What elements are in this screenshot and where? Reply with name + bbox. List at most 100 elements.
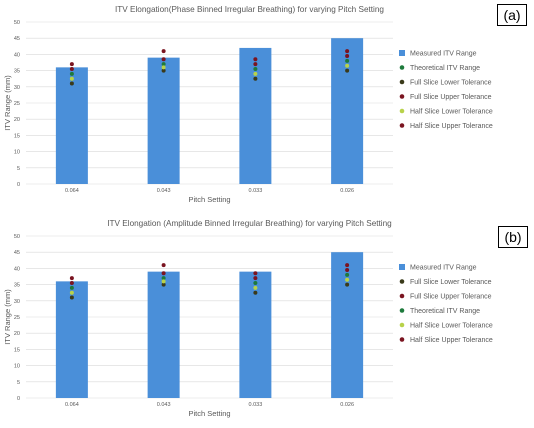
point-half_lower: [161, 65, 166, 70]
point-theoretical: [69, 285, 74, 290]
point-full_lower: [161, 282, 166, 287]
legend-item: Theoretical ITV Range: [399, 308, 480, 315]
panel-label-a: (a): [497, 4, 527, 26]
point-half_lower: [69, 76, 74, 81]
y-tick-label: 50: [14, 20, 20, 26]
point-full_lower: [161, 68, 166, 73]
point-theoretical: [161, 62, 166, 67]
x-tick-label: 0.026: [340, 188, 354, 194]
x-axis-label: Pitch Setting: [188, 409, 230, 418]
point-full_lower: [345, 282, 350, 287]
point-full_lower: [345, 68, 350, 73]
y-tick-label: 15: [14, 133, 20, 139]
legend-label: Half Slice Upper Tolerance: [410, 123, 493, 130]
legend-item: Full Slice Lower Tolerance: [399, 80, 492, 87]
legend-swatch: [399, 50, 405, 56]
x-tick-label: 0.033: [248, 402, 262, 408]
chart-title: ITV Elongation(Phase Binned Irregular Br…: [115, 5, 384, 14]
legend-label: Half Slice Lower Tolerance: [410, 323, 493, 330]
point-half_upper: [253, 276, 258, 281]
legend-item: Measured ITV Range: [399, 50, 477, 58]
legend-label: Half Slice Upper Tolerance: [410, 337, 493, 344]
bar-0.064: [55, 281, 88, 398]
point-full_upper: [253, 57, 258, 62]
y-axis-label: ITV Range (mm): [3, 289, 12, 345]
chart-title: ITV Elongation (Amplitude Binned Irregul…: [107, 219, 392, 228]
y-tick-label: 0: [17, 182, 20, 188]
point-half_upper: [69, 66, 74, 71]
point-half_lower: [161, 279, 166, 284]
point-theoretical: [345, 58, 350, 63]
point-half_lower: [69, 290, 74, 295]
y-tick-label: 25: [14, 315, 20, 321]
bar-0.033: [239, 271, 272, 398]
y-tick-label: 10: [14, 364, 20, 370]
point-full_upper: [253, 271, 258, 276]
y-tick-label: 45: [14, 250, 20, 256]
y-tick-label: 30: [14, 85, 20, 91]
x-tick-label: 0.043: [157, 188, 171, 194]
panel-label-b: (b): [498, 226, 528, 248]
y-tick-label: 45: [14, 36, 20, 42]
legend-item: Half Slice Upper Tolerance: [399, 123, 493, 130]
point-full_lower: [69, 81, 74, 86]
bar-0.043: [147, 271, 180, 398]
y-tick-label: 30: [14, 299, 20, 305]
point-theoretical: [253, 280, 258, 285]
point-full_upper: [345, 263, 350, 268]
point-full_upper: [161, 263, 166, 268]
x-axis-label: Pitch Setting: [188, 195, 230, 204]
point-half_lower: [253, 71, 258, 76]
point-theoretical: [69, 71, 74, 76]
point-full_upper: [69, 62, 74, 67]
legend-label: Full Slice Lower Tolerance: [410, 80, 492, 87]
legend-label: Theoretical ITV Range: [410, 308, 480, 315]
legend-marker: [399, 65, 405, 70]
legend-item: Theoretical ITV Range: [399, 65, 480, 72]
legend-marker: [399, 337, 405, 342]
bar-0.043: [147, 57, 180, 184]
legend-marker: [399, 322, 405, 328]
point-half_upper: [161, 271, 166, 276]
point-full_lower: [253, 290, 258, 295]
point-half_upper: [253, 62, 258, 67]
legend-label: Measured ITV Range: [410, 51, 477, 58]
legend-label: Full Slice Lower Tolerance: [410, 279, 492, 286]
point-half_upper: [69, 280, 74, 285]
legend-swatch: [399, 264, 405, 270]
point-theoretical: [161, 276, 166, 281]
y-tick-label: 50: [14, 234, 20, 240]
bar-0.064: [55, 67, 88, 184]
legend-item: Full Slice Lower Tolerance: [399, 279, 492, 286]
point-full_upper: [161, 49, 166, 54]
point-full_lower: [253, 76, 258, 81]
y-tick-label: 20: [14, 117, 20, 123]
point-half_lower: [345, 63, 350, 68]
legend-label: Measured ITV Range: [410, 265, 477, 272]
y-tick-label: 40: [14, 266, 20, 272]
legend-marker: [399, 308, 405, 313]
legend-label: Full Slice Upper Tolerance: [410, 294, 492, 301]
y-tick-label: 25: [14, 101, 20, 107]
point-theoretical: [345, 272, 350, 277]
y-axis-label: ITV Range (mm): [3, 75, 12, 131]
y-tick-label: 0: [17, 396, 20, 402]
y-tick-label: 35: [14, 69, 20, 75]
point-full_upper: [345, 49, 350, 54]
legend-item: Half Slice Upper Tolerance: [399, 337, 493, 344]
point-half_upper: [161, 57, 166, 62]
x-tick-label: 0.064: [65, 188, 79, 194]
legend-marker: [399, 123, 405, 128]
legend-marker: [399, 94, 405, 99]
legend-item: Half Slice Lower Tolerance: [399, 322, 493, 330]
x-tick-label: 0.043: [157, 402, 171, 408]
point-theoretical: [253, 66, 258, 71]
y-tick-label: 10: [14, 150, 20, 156]
y-tick-label: 40: [14, 52, 20, 58]
point-half_upper: [345, 54, 350, 59]
legend-item: Measured ITV Range: [399, 264, 477, 272]
legend-label: Full Slice Upper Tolerance: [410, 94, 492, 101]
chart-b: ITV Elongation (Amplitude Binned Irregul…: [3, 219, 493, 418]
point-full_upper: [69, 276, 74, 281]
